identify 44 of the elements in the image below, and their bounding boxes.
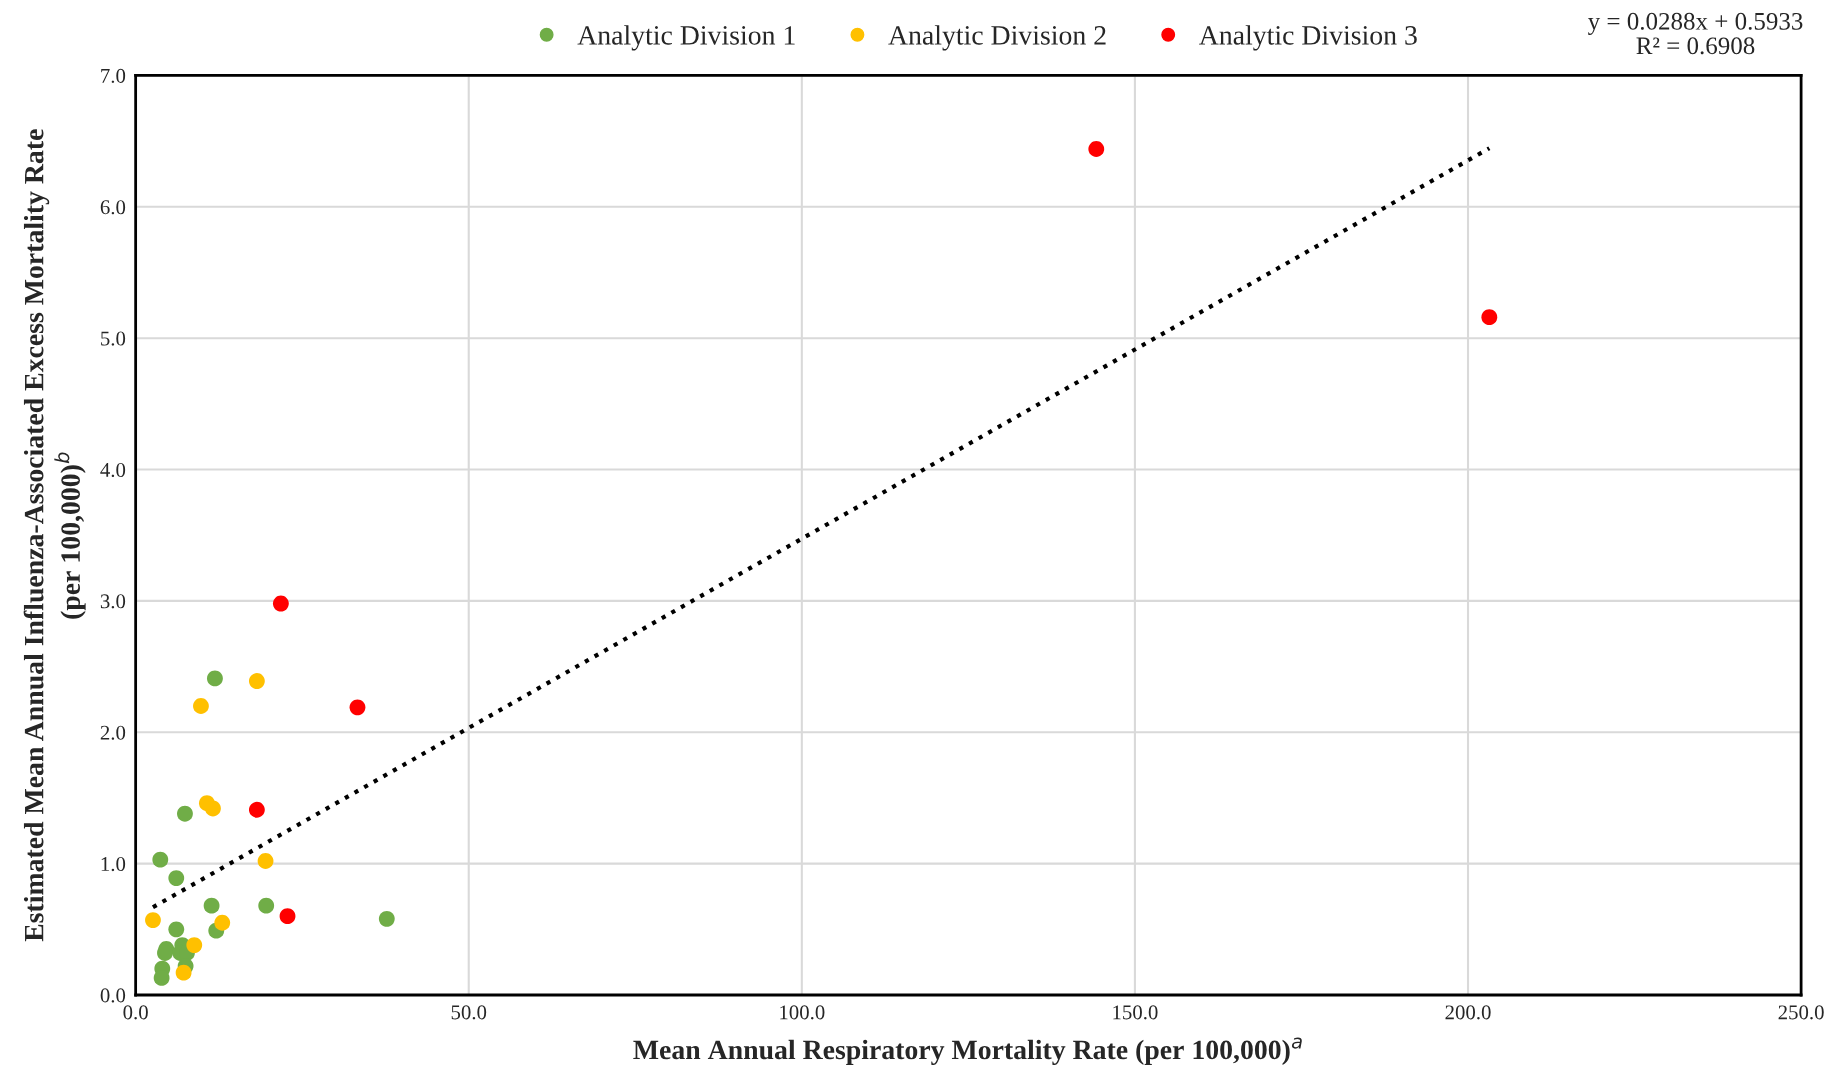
point — [157, 945, 173, 961]
point — [1481, 309, 1498, 326]
legend-label: Analytic Division 2 — [888, 25, 1106, 51]
point — [152, 851, 169, 868]
y-tick-label: 0.0 — [100, 988, 126, 1003]
y-tick-label: 5.0 — [101, 331, 126, 346]
y-tick-label: 2.0 — [100, 725, 126, 740]
legend-label: Analytic Division 1 — [577, 25, 795, 51]
point — [186, 937, 203, 953]
y-tick-label: 1.0 — [101, 857, 126, 872]
legend-label: Analytic Division 3 — [1199, 25, 1417, 51]
point — [349, 699, 366, 716]
point — [168, 921, 185, 938]
point — [203, 897, 220, 914]
point — [168, 870, 185, 886]
point — [258, 897, 275, 914]
point — [257, 853, 274, 869]
point — [177, 805, 193, 822]
point — [378, 910, 395, 927]
y-tick-label: 3.0 — [100, 594, 126, 609]
point — [193, 698, 209, 714]
point — [205, 800, 221, 817]
x-tick-label: 250.0 — [1778, 1005, 1824, 1020]
point — [279, 908, 296, 925]
point — [272, 595, 289, 612]
point — [153, 970, 170, 986]
y-tick-label: 4.0 — [100, 462, 126, 478]
x-tick-label: 150.0 — [1113, 1005, 1158, 1020]
point — [248, 801, 265, 818]
x-tick-label: 200.0 — [1445, 1005, 1491, 1020]
point — [214, 914, 231, 931]
point — [248, 673, 265, 689]
x-tick-label: 100.0 — [780, 1005, 825, 1020]
y-axis-title: Estimated Mean Annual Influenza-Associated Excess Mortality Rate (per 100,000)$^{b}$ — [23, 129, 86, 942]
point — [175, 964, 192, 981]
point — [207, 670, 223, 687]
x-tick-label: 0.0 — [123, 1005, 148, 1020]
x-tick-label: 50.0 — [451, 1005, 487, 1020]
x-axis-title: Mean Annual Respiratory Mortality Rate (per 100,000)$^{a}$ — [633, 1037, 1302, 1066]
point — [145, 912, 161, 929]
point — [1088, 141, 1105, 157]
text: y = 0.0288x + 0.5933 R² = 0.6908 — [1587, 12, 1803, 55]
y-tick-label: 7.0 — [101, 68, 126, 83]
y-tick-label: 6.0 — [100, 200, 126, 215]
